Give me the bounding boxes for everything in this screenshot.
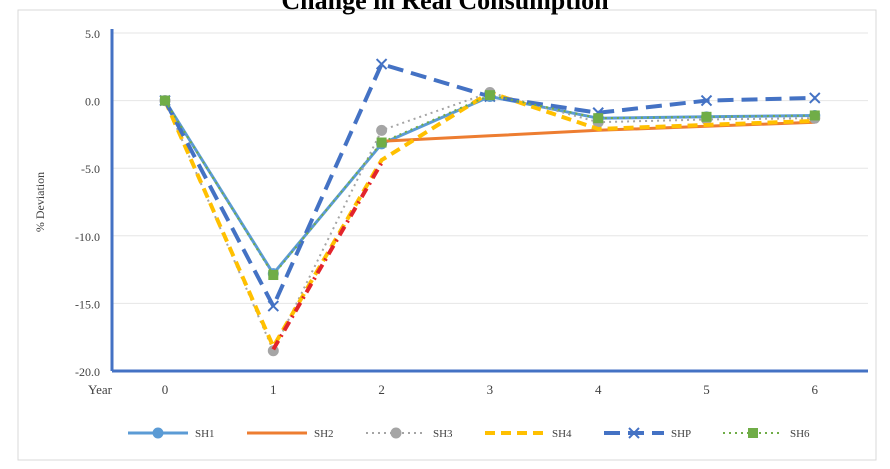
x-tick-label: 0 — [162, 382, 169, 397]
series-line — [163, 95, 815, 276]
series-sh4 — [163, 90, 815, 349]
data-point — [390, 427, 402, 439]
legend-label: SH4 — [552, 428, 572, 440]
y-axis-label: % Deviation — [33, 172, 47, 232]
x-axis-prefix: Year — [88, 382, 113, 397]
data-point — [375, 58, 388, 70]
x-tick-label: 2 — [378, 382, 385, 397]
series-line — [271, 161, 384, 351]
x-tick-label: 4 — [595, 382, 602, 397]
legend-label: SH1 — [195, 428, 215, 440]
y-tick-label: -10.0 — [75, 230, 100, 244]
data-point — [376, 124, 388, 136]
x-tick-label: 1 — [270, 382, 277, 397]
data-point — [267, 300, 280, 312]
legend-label: SH3 — [433, 428, 453, 440]
y-tick-label: -5.0 — [81, 162, 100, 176]
axes: 5.0 0.0 -5.0 -10.0 -15.0 -20.0 % Deviation Year… — [33, 27, 868, 397]
legend-label: SH6 — [790, 428, 810, 440]
series-line — [164, 91, 815, 352]
gridlines — [17, 9, 877, 461]
y-tick-label: -15.0 — [75, 297, 100, 311]
x-tick-label: 5 — [703, 382, 710, 397]
data-point — [628, 427, 640, 439]
series-line — [164, 94, 815, 276]
series-sh1 — [159, 91, 821, 280]
x-tick-label: 3 — [487, 382, 494, 397]
series-sh3 — [159, 86, 821, 357]
legend: SH1 SH2 SH3 SH4 SHP SH6 — [128, 427, 810, 440]
x-tick-label: 6 — [812, 382, 819, 397]
y-tick-label: 0.0 — [85, 95, 100, 109]
data-point — [809, 110, 820, 121]
series-unlabeled-6 — [271, 161, 384, 351]
legend-item: SH4 — [485, 428, 572, 440]
legend-label: SHP — [671, 428, 691, 440]
legend-item: SHP — [604, 427, 691, 440]
data-point — [701, 111, 712, 122]
y-tick-label: -20.0 — [75, 365, 100, 379]
data-point — [809, 92, 821, 104]
chart-border — [17, 9, 877, 461]
y-tick-label: 5.0 — [85, 27, 100, 41]
chart-title: Change in Real Consumption — [281, 0, 609, 15]
data-point — [593, 113, 604, 124]
legend-item: SH1 — [128, 427, 215, 440]
data-point — [376, 137, 387, 148]
legend-item: SH6 — [723, 428, 810, 440]
data-point — [748, 428, 758, 438]
data-point — [700, 94, 713, 107]
series-sh6 — [160, 90, 820, 281]
legend-item: SH2 — [247, 428, 334, 440]
series-lines — [159, 58, 821, 357]
data-point — [160, 95, 170, 106]
series-line — [163, 90, 815, 349]
data-point — [268, 270, 279, 281]
data-point — [152, 427, 164, 439]
data-point — [484, 90, 495, 101]
legend-label: SH2 — [314, 428, 334, 440]
legend-item: SH3 — [366, 427, 453, 440]
